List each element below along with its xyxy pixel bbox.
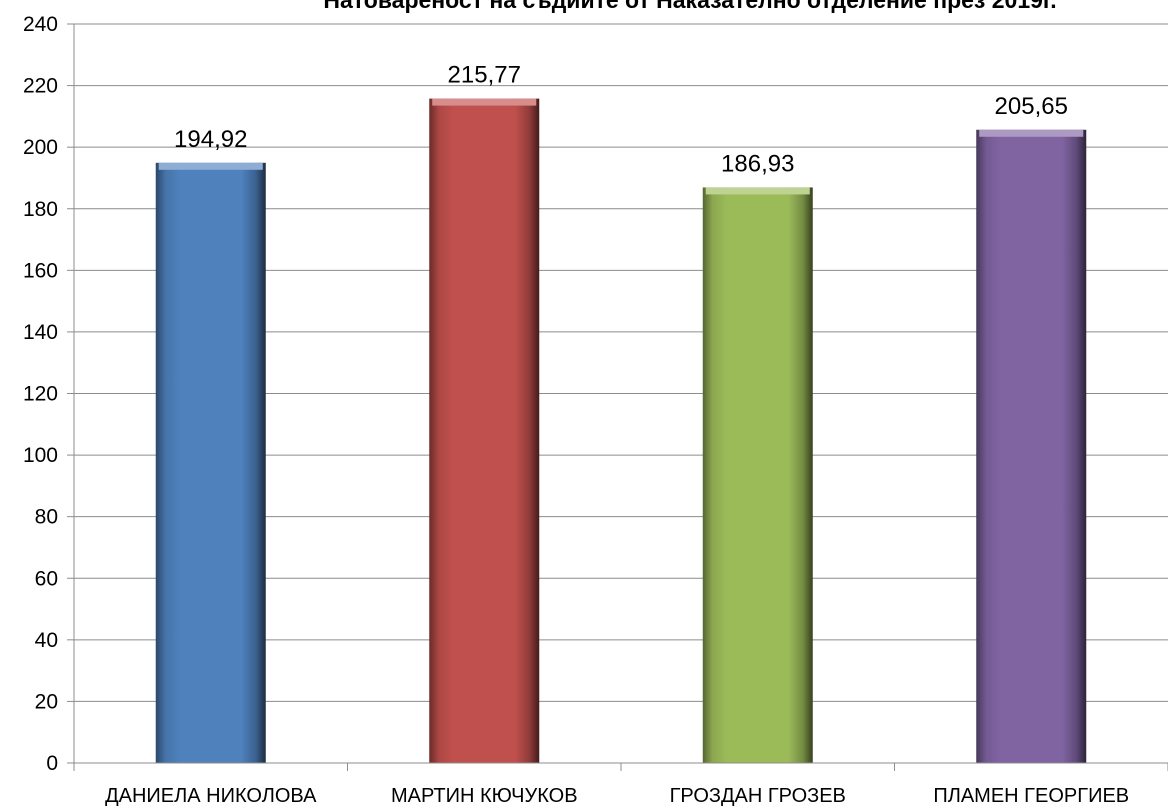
y-tick-label-220: 220 [23, 75, 58, 98]
bar-2-highlight [432, 98, 537, 106]
bar-3-highlight [705, 187, 810, 195]
y-tick-label-180: 180 [23, 198, 58, 221]
data-label-3: 186,93 [721, 150, 794, 177]
category-label-1: ДАНИЕЛА НИКОЛОВА [105, 785, 317, 807]
bar-1 [155, 162, 266, 763]
y-tick-label-80: 80 [35, 506, 58, 529]
x-axis-category-labels: ДАНИЕЛА НИКОЛОВА МАРТИН КЮЧУКОВ ГРОЗДАН ГР… [105, 785, 1129, 807]
data-label-4: 205,65 [995, 93, 1068, 120]
category-label-3: ГРОЗДАН ГРОЗЕВ [670, 785, 846, 807]
y-axis-tick-labels: 0 20 40 60 80 100 120 140 160 180 200 220 240 [23, 13, 58, 775]
y-tick-label-140: 140 [23, 321, 58, 344]
y-tick-label-60: 60 [35, 567, 58, 590]
y-tick-label-160: 160 [23, 259, 58, 282]
category-label-2: МАРТИН КЮЧУКОВ [391, 785, 578, 807]
bar-2 [429, 98, 540, 763]
bars [155, 98, 1087, 763]
bar-1-highlight [158, 162, 263, 170]
y-tick-label-100: 100 [23, 444, 58, 467]
category-label-4: ПЛАМЕН ГЕОРГИЕВ [933, 785, 1129, 807]
y-tick-label-240: 240 [23, 13, 58, 36]
y-tick-label-0: 0 [46, 752, 58, 775]
bar-4-highlight [979, 129, 1084, 137]
chart-title: Натовареност на съдиите от Наказателно о… [323, 0, 1056, 13]
y-tick-label-20: 20 [35, 690, 58, 713]
y-tick-label-120: 120 [23, 383, 58, 406]
bar-4 [976, 129, 1087, 763]
axes [67, 23, 1168, 771]
data-label-2: 215,77 [448, 62, 521, 89]
y-tick-label-200: 200 [23, 136, 58, 159]
data-label-1: 194,92 [174, 126, 247, 153]
data-labels: 194,92 215,77 186,93 205,65 [174, 62, 1068, 178]
y-tick-label-40: 40 [35, 629, 58, 652]
bar-3 [702, 187, 813, 763]
